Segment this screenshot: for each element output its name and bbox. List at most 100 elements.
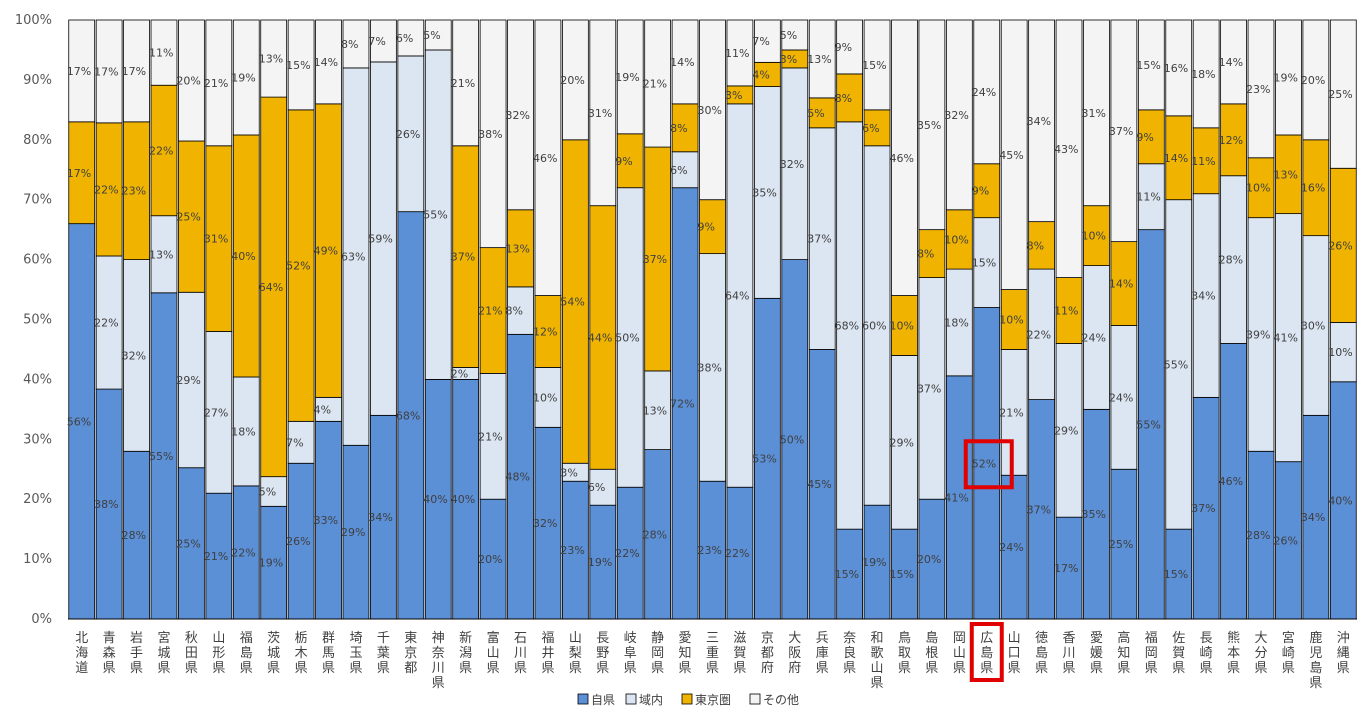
bar-segment [1110, 468, 1138, 620]
data-label: 45% [807, 478, 831, 491]
bar-segment [973, 163, 1001, 219]
bar-segment [452, 145, 480, 368]
data-label: 52% [972, 457, 996, 470]
bar-segment [232, 134, 260, 378]
data-label: 30% [1301, 319, 1325, 332]
x-tick-label: 愛媛県 [1090, 631, 1103, 676]
y-tick-label: 20% [23, 492, 52, 507]
data-label: 15% [835, 568, 859, 581]
x-tick-label: 宮城県 [157, 630, 170, 676]
bar-segment [507, 209, 534, 288]
y-tick-label: 100% [15, 13, 52, 28]
data-label: 11% [149, 47, 173, 60]
data-label: 26% [286, 535, 310, 548]
data-label: 14% [314, 56, 338, 69]
data-label: 60% [862, 319, 886, 332]
bar-segment [95, 255, 123, 390]
x-tick-label: 静岡県 [651, 631, 664, 676]
bar-segment [95, 388, 123, 620]
bar-segment [534, 295, 562, 368]
bar-segment [1028, 19, 1055, 223]
legend-swatch [681, 693, 693, 705]
bar-segment [95, 122, 123, 257]
y-tick-label: 0% [31, 612, 52, 627]
data-label: 7% [752, 35, 769, 48]
x-tick-label: 富山県 [487, 630, 500, 676]
bar-segment [726, 103, 754, 488]
data-label: 41% [944, 491, 968, 504]
data-label: 43% [1054, 143, 1078, 156]
legend-label: 東京圏 [695, 693, 731, 707]
bar-segment [178, 19, 205, 142]
bar-segment [1055, 277, 1083, 344]
x-tick-label: 京都府 [761, 631, 774, 676]
x-tick-label: 岐阜県 [624, 631, 637, 676]
data-label: 8% [835, 92, 852, 105]
segment-labels: 56%17%17%38%22%22%17%28%32%23%17%55%13%2… [67, 29, 1353, 581]
data-label: 34% [368, 511, 392, 524]
x-tick-label: 和歌山県 [871, 631, 884, 691]
y-tick-label: 60% [23, 253, 52, 268]
data-label: 13% [506, 242, 530, 255]
bar-segment [616, 187, 644, 488]
data-label: 13% [643, 404, 667, 417]
data-label: 37% [807, 233, 831, 246]
data-label: 4% [752, 68, 769, 81]
data-label: 50% [780, 433, 804, 446]
bar-segment [370, 19, 397, 63]
data-label: 11% [725, 47, 749, 60]
bar-segment [863, 504, 891, 620]
data-label: 63% [341, 251, 365, 264]
data-label: 9% [615, 155, 632, 168]
data-label: 10% [944, 233, 968, 246]
data-label: 21% [643, 78, 667, 91]
data-label: 40% [423, 493, 447, 506]
bar-segment [1083, 408, 1110, 620]
bar-segment [863, 19, 891, 111]
bar-segment [260, 19, 288, 98]
data-label: 3% [780, 53, 797, 66]
data-label: 34% [1191, 290, 1215, 303]
legend-swatch [625, 693, 637, 705]
bar-segment [315, 420, 342, 620]
data-label: 28% [1219, 254, 1243, 267]
bar-segment [397, 19, 425, 57]
data-label: 6% [588, 481, 605, 494]
data-label: 22% [94, 183, 118, 196]
data-label: 9% [835, 41, 852, 54]
bar-segment [863, 145, 891, 506]
y-tick-label: 40% [23, 372, 52, 387]
bar-segment [753, 61, 781, 87]
data-label: 34% [1301, 511, 1325, 524]
data-label: 20% [917, 553, 941, 566]
bar-segment [150, 292, 178, 620]
bar-segment [671, 187, 699, 620]
data-label: 25% [1109, 538, 1133, 551]
x-tick-label: 石川県 [514, 631, 527, 676]
data-label: 37% [451, 251, 475, 264]
bar-segment [342, 67, 370, 446]
legend-label: その他 [763, 693, 799, 707]
data-label: 14% [670, 56, 694, 69]
data-label: 20% [560, 74, 584, 87]
data-label: 28% [122, 529, 146, 542]
bar-segment [1165, 115, 1193, 201]
data-label: 55% [1136, 418, 1160, 431]
data-label: 17% [1054, 562, 1078, 575]
data-label: 17% [67, 65, 91, 78]
data-label: 13% [807, 53, 831, 66]
highlight-layer [963, 439, 1014, 682]
bar-segment [1329, 381, 1357, 620]
data-label: 40% [451, 493, 475, 506]
data-label: 31% [204, 233, 228, 246]
data-label: 21% [478, 305, 502, 318]
bar-segment [370, 61, 397, 416]
data-label: 21% [478, 430, 502, 443]
data-label: 18% [1191, 68, 1215, 81]
data-label: 8% [1027, 239, 1044, 252]
x-tick-label: 山口県 [1008, 631, 1021, 676]
bar-segment [616, 19, 644, 135]
legend: 自県 域内 東京圏 その他 [577, 693, 799, 707]
data-label: 29% [1054, 424, 1078, 437]
data-label: 24% [1109, 391, 1133, 404]
